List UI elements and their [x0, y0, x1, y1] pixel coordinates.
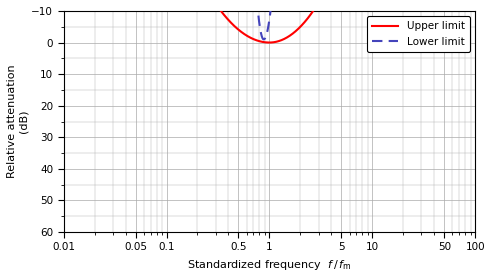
X-axis label: Standardized frequency  $f\,/\,f_\mathrm{m}$: Standardized frequency $f\,/\,f_\mathrm{… [187, 258, 352, 272]
Upper limit [266, 41, 272, 44]
Line: Upper limit: Upper limit [63, 0, 475, 42]
Upper limit [218, 10, 224, 13]
Line: Lower limit: Lower limit [245, 0, 286, 39]
Lower limit [260, 37, 266, 41]
Y-axis label: Relative attenuation
(dB): Relative attenuation (dB) [7, 65, 29, 178]
Legend: Upper limit, Lower limit: Upper limit, Lower limit [367, 16, 470, 52]
Upper limit [236, 29, 242, 32]
Lower limit [259, 34, 265, 37]
Lower limit [261, 38, 267, 41]
